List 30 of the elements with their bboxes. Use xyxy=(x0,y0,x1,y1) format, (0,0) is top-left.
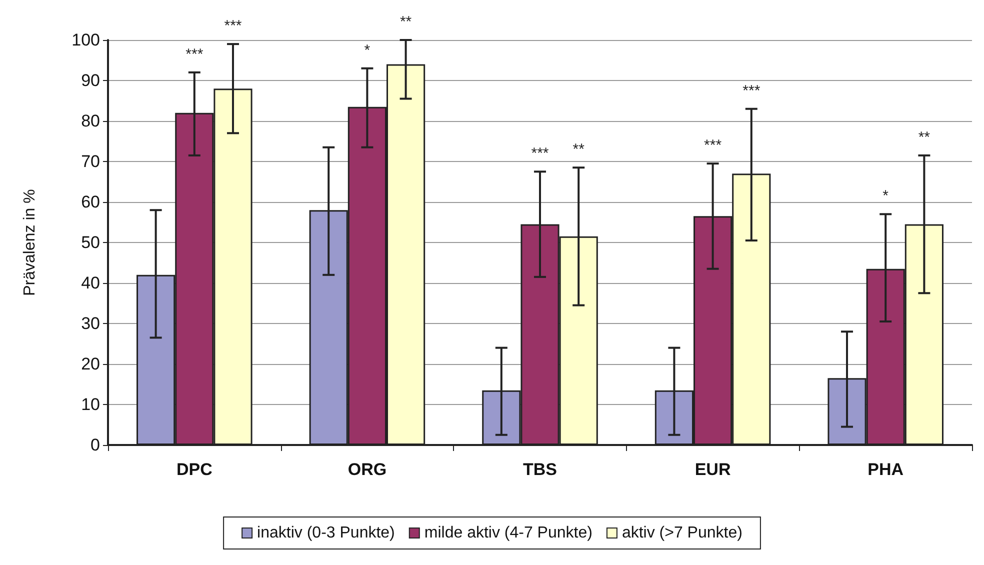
y-tick-label: 40 xyxy=(81,274,100,292)
x-tick-label: ORG xyxy=(348,460,387,479)
text: ** xyxy=(400,14,412,30)
y-tick-label: 50 xyxy=(81,233,100,252)
annotation: *** xyxy=(186,46,204,63)
x-tick-label: PHA xyxy=(868,460,904,479)
y-tick-label: 30 xyxy=(81,314,100,333)
x-tick-label: DPC xyxy=(176,460,212,479)
annotation: *** xyxy=(742,82,760,100)
legend-label: aktiv (>7 Punkte) xyxy=(622,524,742,542)
annotation: *** xyxy=(704,137,722,154)
y-tick-label: 60 xyxy=(81,192,100,212)
annotation: * xyxy=(882,188,889,205)
y-tick-label: 70 xyxy=(81,152,100,171)
y-tick-label: 20 xyxy=(81,354,100,374)
y-tick-label: 100 xyxy=(72,30,100,50)
annotation: ** xyxy=(572,141,585,158)
x-tick-label: EUR xyxy=(694,460,731,479)
annotation: * xyxy=(364,42,370,59)
y-tick-label: 80 xyxy=(81,112,100,130)
annotation: ** xyxy=(918,128,930,146)
legend-label: milde aktiv (4-7 Punkte) xyxy=(424,524,592,542)
x-tick-label: TBS xyxy=(523,460,557,479)
text: *** xyxy=(224,18,242,35)
annotation: *** xyxy=(531,145,549,162)
legend-label: inaktiv (0-3 Punkte) xyxy=(257,524,395,542)
y-axis-title: Prävalenz in % xyxy=(22,189,38,296)
y-tick-label: 10 xyxy=(81,395,100,414)
y-tick-label: 0 xyxy=(90,436,100,454)
y-tick-label: 90 xyxy=(81,71,100,90)
